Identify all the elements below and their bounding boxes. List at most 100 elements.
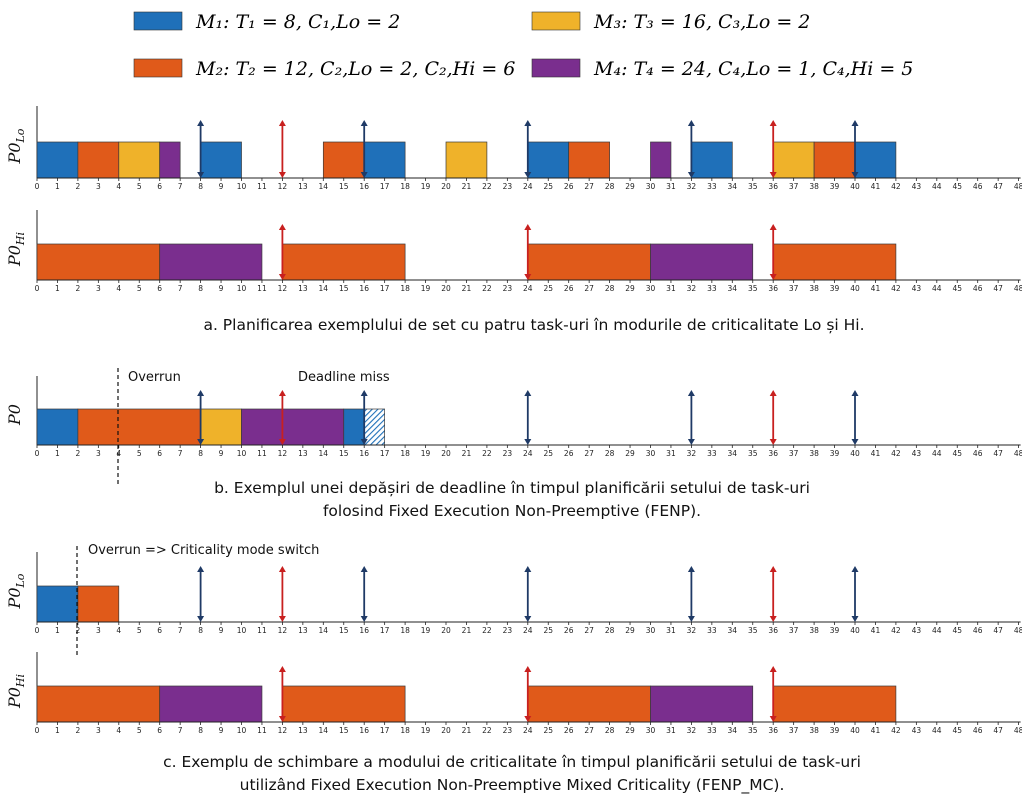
time-tick-label: 41: [871, 449, 881, 458]
time-tick-label: 27: [584, 182, 594, 191]
time-tick-label: 42: [891, 726, 901, 735]
time-tick-label: 48: [1014, 182, 1022, 191]
time-tick-label: 42: [891, 449, 901, 458]
time-tick-label: 21: [462, 284, 472, 293]
arrow-head-down: [851, 616, 859, 622]
deadline-miss-label: Deadline miss: [298, 370, 390, 385]
time-tick-label: 44: [932, 182, 942, 191]
y-axis-label-subscript: Hi: [14, 232, 27, 246]
legend: M₁: T₁ = 8, C₁,Lo = 2 M₃: T₃ = 16, C₃,Lo…: [133, 11, 913, 80]
arrow-head-up: [524, 390, 532, 396]
task-block-m2: [772, 243, 897, 281]
time-tick-label: 36: [768, 284, 778, 293]
time-tick-label: 37: [789, 726, 799, 735]
arrow-head-up: [769, 566, 777, 572]
time-tick-label: 18: [400, 449, 410, 458]
time-tick-label: 26: [564, 182, 574, 191]
time-tick-label: 25: [543, 726, 553, 735]
time-tick-label: 38: [809, 726, 819, 735]
time-tick-label: 36: [768, 726, 778, 735]
time-tick-label: 19: [421, 726, 431, 735]
y-axis-label-main: P0: [5, 245, 24, 267]
time-tick-label: 13: [298, 182, 308, 191]
time-tick-label: 40: [850, 449, 860, 458]
time-tick-label: 45: [952, 726, 962, 735]
arrow-head-down: [687, 439, 695, 445]
time-tick-label: 39: [830, 449, 840, 458]
time-tick-label: 2: [76, 626, 81, 635]
time-tick-label: 37: [789, 182, 799, 191]
arrow-head-up: [278, 120, 286, 126]
time-tick-label: 35: [748, 284, 758, 293]
time-tick-label: 15: [339, 182, 349, 191]
time-tick-label: 9: [219, 626, 224, 635]
time-tick-label: 23: [503, 726, 513, 735]
time-tick-label: 32: [687, 182, 697, 191]
arrow-head-up: [197, 390, 205, 396]
time-tick-label: 11: [257, 284, 267, 293]
time-tick-label: 19: [421, 626, 431, 635]
time-tick-label: 19: [421, 182, 431, 191]
arrow-head-down: [524, 439, 532, 445]
time-tick-label: 28: [605, 726, 615, 735]
time-tick-label: 45: [952, 182, 962, 191]
time-tick-label: 36: [768, 449, 778, 458]
time-tick-label: 46: [973, 726, 983, 735]
timeline-b: P00 1 2 3 4 5 6 7 8 9 10 11 12 13 14 15 16 17 18 19 20 21 22 23…: [5, 376, 1022, 458]
time-tick-label: 12: [278, 726, 288, 735]
time-tick-label: 4: [116, 449, 121, 458]
time-tick-label: 30: [646, 182, 656, 191]
time-tick-label: 16: [359, 726, 369, 735]
time-tick-label: 30: [646, 449, 656, 458]
task-block-m4: [650, 141, 672, 179]
time-tick-label: 13: [298, 726, 308, 735]
task-block-m4: [159, 243, 263, 281]
time-tick-label: 9: [219, 449, 224, 458]
time-tick-label: 23: [503, 626, 513, 635]
time-tick-label: 41: [871, 182, 881, 191]
time-tick-label: 0: [35, 449, 40, 458]
y-axis-label-main: P0: [5, 404, 24, 426]
time-tick-label: 40: [850, 284, 860, 293]
time-tick-label: 25: [543, 626, 553, 635]
time-tick-label: 31: [666, 726, 676, 735]
task-block-m1: [691, 141, 733, 179]
time-tick-label: 2: [76, 284, 81, 293]
time-tick-label: 35: [748, 626, 758, 635]
arrow-head-down: [197, 616, 205, 622]
task-block-m3: [772, 141, 815, 179]
y-axis-label: P0Hi: [5, 232, 27, 267]
time-tick-label: 43: [912, 182, 922, 191]
time-tick-label: 21: [462, 626, 472, 635]
legend-label-m3: M₃: T₃ = 16, C₃,Lo = 2: [593, 11, 810, 33]
time-tick-label: 16: [359, 449, 369, 458]
time-tick-label: 22: [482, 284, 492, 293]
time-tick-label: 10: [237, 726, 247, 735]
time-tick-label: 21: [462, 182, 472, 191]
time-tick-label: 44: [932, 449, 942, 458]
time-tick-label: 6: [157, 626, 162, 635]
time-tick-label: 1: [55, 182, 60, 191]
arrow-head-up: [278, 224, 286, 230]
time-tick-label: 1: [55, 449, 60, 458]
time-tick-label: 9: [219, 182, 224, 191]
time-tick-label: 33: [707, 182, 717, 191]
time-tick-label: 32: [687, 449, 697, 458]
time-tick-label: 34: [728, 626, 738, 635]
time-tick-label: 32: [687, 284, 697, 293]
time-tick-label: 22: [482, 726, 492, 735]
task-block-m1: [527, 141, 570, 179]
arrow-head-down: [278, 274, 286, 280]
arrow-head-down: [769, 616, 777, 622]
time-tick-label: 48: [1014, 284, 1022, 293]
time-tick-label: 12: [278, 449, 288, 458]
time-tick-label: 6: [157, 726, 162, 735]
arrow-head-up: [524, 666, 532, 672]
time-tick-label: 46: [973, 284, 983, 293]
time-tick-label: 26: [564, 726, 574, 735]
arrow-head-up: [360, 390, 368, 396]
task-block-m4: [159, 685, 263, 723]
time-tick-label: 19: [421, 449, 431, 458]
time-tick-label: 1: [55, 284, 60, 293]
